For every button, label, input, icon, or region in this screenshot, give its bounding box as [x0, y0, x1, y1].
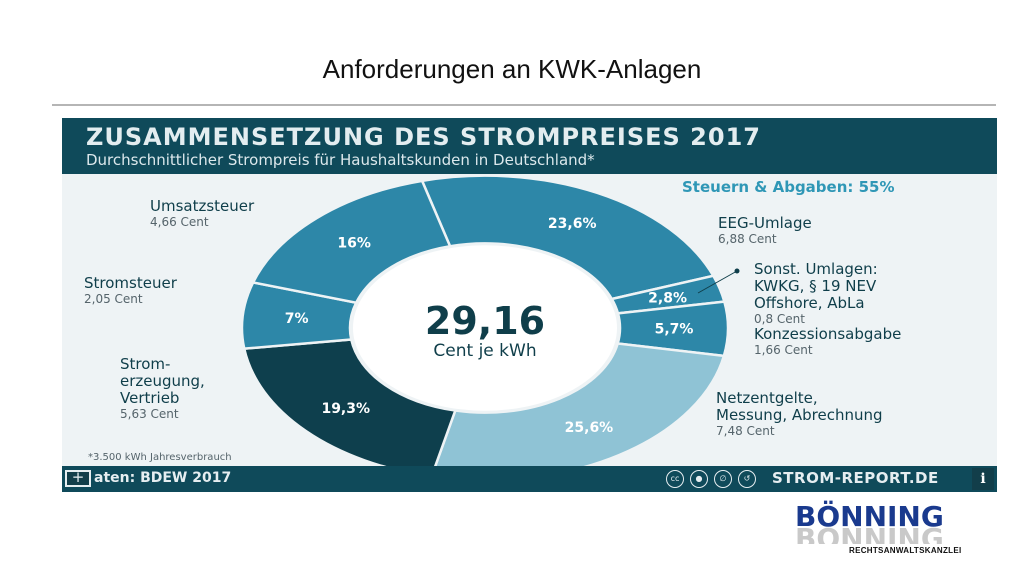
label-value: 5,63 Cent — [120, 407, 179, 421]
slice-percent-label: 19,3% — [321, 401, 370, 417]
sharealike-icon: ↺ — [738, 470, 756, 488]
taxes-annotation: Steuern & Abgaben: 55% — [682, 178, 895, 196]
label-konzession: Konzessionsabgabe 1,66 Cent — [754, 325, 902, 358]
total-unit: Cent je kWh — [433, 341, 536, 361]
infographic-header: ZUSAMMENSETZUNG DES STROMPREISES 2017 Du… — [62, 118, 997, 174]
brand-label: STROM-REPORT.DE — [772, 469, 939, 487]
label-name-line: KWKG, § 19 NEV — [754, 277, 877, 295]
label-name-line: Netzentgelte, — [716, 389, 818, 407]
label-value: 6,88 Cent — [718, 232, 777, 246]
label-name-line: erzeugung, — [120, 372, 205, 390]
label-value: 2,05 Cent — [84, 292, 143, 306]
info-icon[interactable]: i — [972, 468, 994, 490]
leader-dot — [734, 268, 740, 274]
slice-percent-label: 25,6% — [565, 420, 614, 436]
label-name: EEG-Umlage — [718, 214, 812, 232]
label-eeg: EEG-Umlage 6,88 Cent — [718, 214, 812, 247]
donut-center — [353, 245, 617, 411]
donut-slice — [420, 174, 716, 301]
donut-slice — [242, 338, 457, 466]
slice-percent-label: 23,6% — [548, 216, 597, 232]
title-divider — [52, 104, 996, 106]
slice-percent-label: 5,7% — [655, 322, 694, 338]
logo-reflection: BÖNNING — [795, 524, 944, 544]
cc-icon: cc — [666, 470, 684, 488]
label-name-line: Messung, Abrechnung — [716, 406, 883, 424]
logo-wordmark: BÖNNING — [795, 500, 944, 533]
label-name: Umsatzsteuer — [150, 197, 255, 215]
noncommercial-icon: ∅ — [714, 470, 732, 488]
label-sonst-umlagen: Sonst. Umlagen: KWKG, § 19 NEV Offshore,… — [754, 260, 878, 327]
infographic-footer: aten: BDEW 2017 cc ● ∅ ↺ STROM-REPORT.DE… — [62, 466, 997, 492]
source-label: aten: BDEW 2017 — [94, 470, 232, 486]
label-name-line: Strom- — [120, 355, 171, 373]
donut-slice — [433, 342, 726, 466]
slide-title: Anforderungen an KWK-Anlagen — [322, 54, 702, 84]
label-value: 0,8 Cent — [754, 312, 805, 326]
label-umsatzsteuer: Umsatzsteuer 4,66 Cent — [150, 197, 255, 230]
logo-subtitle: RECHTSANWALTSKANZLEI — [849, 546, 962, 555]
boenning-logo: BÖNNING BÖNNING RECHTSANWALTSKANZLEI — [795, 502, 985, 562]
expand-icon[interactable] — [65, 468, 91, 487]
label-stromsteuer: Stromsteuer 2,05 Cent — [84, 274, 177, 307]
slice-percent-label: 16% — [337, 235, 371, 251]
label-value: 7,48 Cent — [716, 424, 775, 438]
label-stromerzeugung: Strom- erzeugung, Vertrieb 5,63 Cent — [120, 355, 205, 422]
slice-percent-label: 2,8% — [648, 290, 687, 306]
label-name: Konzessionsabgabe — [754, 325, 902, 343]
label-name-line: Offshore, AbLa — [754, 294, 865, 312]
attribution-icon: ● — [690, 470, 708, 488]
infographic-title: ZUSAMMENSETZUNG DES STROMPREISES 2017 — [86, 123, 761, 151]
infographic-image: ZUSAMMENSETZUNG DES STROMPREISES 2017 Du… — [62, 118, 997, 492]
total-value: 29,16 — [425, 299, 545, 343]
infographic-subtitle: Durchschnittlicher Strompreis für Hausha… — [86, 151, 595, 169]
label-value: 1,66 Cent — [754, 343, 813, 357]
donut-slice — [251, 179, 452, 305]
label-netzentgelte: Netzentgelte, Messung, Abrechnung 7,48 C… — [716, 389, 883, 439]
label-name-line: Sonst. Umlagen: — [754, 260, 878, 278]
leader-line — [697, 270, 738, 294]
footnote: *3.500 kWh Jahresverbrauch — [88, 452, 232, 463]
label-value: 4,66 Cent — [150, 215, 209, 229]
label-name: Stromsteuer — [84, 274, 177, 292]
label-name-line: Vertrieb — [120, 389, 180, 407]
slice-percent-label: 7% — [285, 311, 309, 327]
